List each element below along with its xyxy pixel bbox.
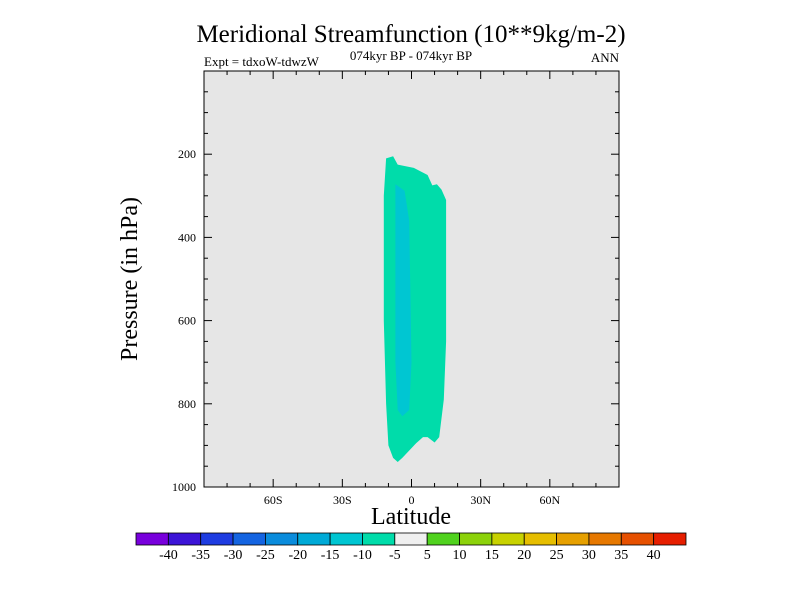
colorbar-swatch-1 [167, 532, 202, 546]
colorbar-label: 10 [453, 548, 467, 563]
colorbar-swatch-5 [297, 532, 331, 546]
experiment-label: Expt = tdxoW-tdwzW [204, 54, 320, 69]
colorbar-label: -40 [159, 548, 178, 563]
colorbar-label: -25 [256, 548, 275, 563]
colorbar-swatch-8 [394, 532, 428, 546]
colorbar-label: 20 [517, 548, 531, 563]
colorbar-swatch-4 [265, 532, 299, 546]
chart-subtitle: 074kyr BP - 074kyr BP [350, 48, 472, 63]
colorbar-label: -10 [353, 548, 372, 563]
colorbar-swatch-13 [556, 532, 590, 546]
x-axis-title: Latitude [371, 504, 451, 530]
x-tick-label: 30N [470, 493, 491, 507]
y-tick-label: 800 [178, 397, 196, 411]
colorbar-swatch-9 [426, 532, 460, 546]
colorbar-swatch-12 [523, 532, 557, 546]
x-tick-label: 60S [264, 493, 283, 507]
colorbar: -40 -35 -30 -25 -20 -15 -10 -5 5 10 15 20 25 30 35 40 [135, 532, 687, 563]
contour-region-0 [383, 156, 447, 463]
colorbar-label: -5 [389, 548, 401, 563]
x-tick-label: 60N [539, 493, 560, 507]
colorbar-swatch-3 [232, 532, 266, 546]
colorbar-label: 5 [424, 548, 431, 563]
y-tick-label: 400 [178, 230, 196, 244]
chart-title: Meridional Streamfunction (10**9kg/m-2) [196, 21, 625, 48]
colorbar-swatch-16 [653, 532, 687, 546]
colorbar-swatch-2 [200, 532, 234, 546]
colorbar-swatch-0 [135, 532, 169, 546]
colorbar-swatch-14 [588, 532, 622, 546]
colorbar-label: -30 [224, 548, 243, 563]
colorbar-swatch-10 [459, 532, 493, 546]
colorbar-label: 35 [614, 548, 628, 563]
contour-layer [383, 156, 447, 463]
colorbar-label: 25 [550, 548, 564, 563]
colorbar-label: -35 [191, 548, 210, 563]
x-tick-label: 30S [333, 493, 352, 507]
y-tick-label: 200 [178, 147, 196, 161]
season-label: ANN [591, 50, 620, 65]
y-axis-title: Pressure (in hPa) [117, 197, 143, 361]
colorbar-label: -15 [321, 548, 340, 563]
colorbar-swatch-7 [362, 532, 396, 546]
y-tick-label: 600 [178, 314, 196, 328]
contour-region-1 [395, 184, 412, 417]
colorbar-label: 40 [647, 548, 661, 563]
colorbar-swatch-11 [491, 532, 525, 546]
colorbar-label: 30 [582, 548, 596, 563]
x-tick-label: 0 [409, 493, 415, 507]
colorbar-label: -20 [288, 548, 307, 563]
y-tick-label: 1000 [172, 480, 196, 494]
colorbar-swatch-6 [329, 532, 363, 546]
colorbar-swatch-15 [620, 532, 655, 546]
tick-layer: 60S 30S 0 30N 60N 200 400 600 800 1000 [172, 71, 619, 507]
colorbar-label: 15 [485, 548, 499, 563]
